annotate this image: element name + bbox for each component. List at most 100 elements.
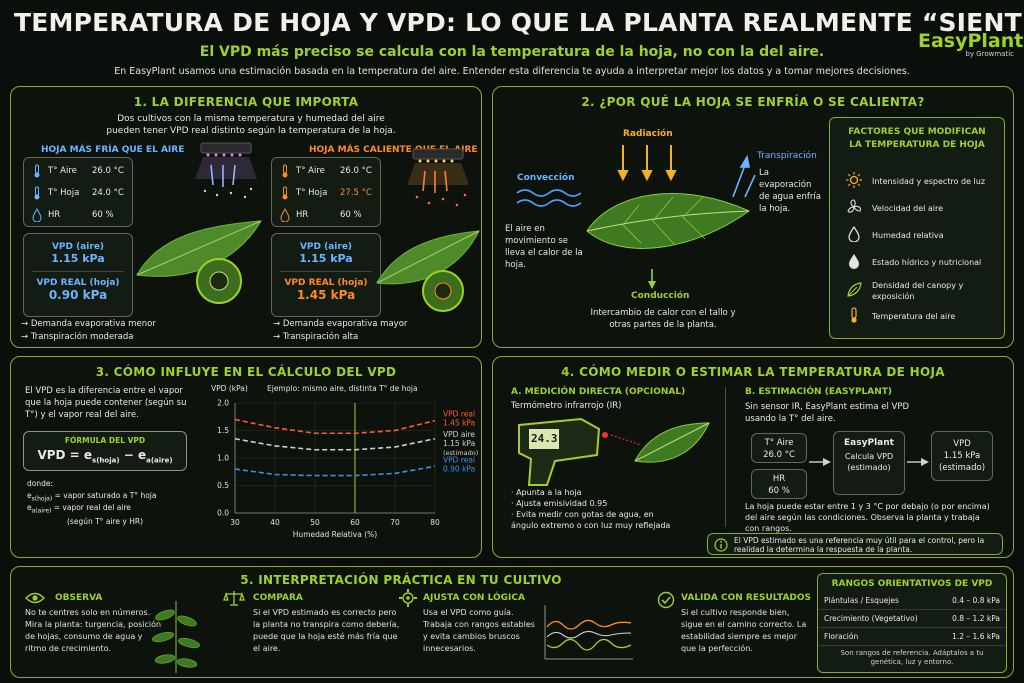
stability-sparkline-icon [544,605,633,660]
cold-tleaf-label: T° Hoja [48,188,80,198]
ir-display-brand: HOLD [531,425,546,431]
page-subtitle: El VPD más preciso se calcula con la tem… [199,44,825,60]
col-valida-title: VALIDA CON RESULTADOS [681,593,812,603]
section-3-panel: 3. CÓMO INFLUYE EN EL CÁLCULO DEL VPD El… [10,356,482,558]
hot-vpd-air-value: 1.15 kPa [299,252,353,265]
transpiracion-label: Transpiración [757,151,817,161]
range-value: 0.4 – 0.8 kPa [937,592,1006,610]
formula-donde: donde: [27,479,54,488]
method-b-note: La hoja puede estar entre 1 y 3 °C por d… [745,502,990,533]
hot-leaf-illustration [376,230,480,312]
factor-label: Temperatura del aire [872,311,956,321]
section-3-title: 3. CÓMO INFLUYE EN EL CÁLCULO DEL VPD [95,365,397,379]
page-title: TEMPERATURA DE HOJA Y VPD: LO QUE LA PLA… [14,8,1024,37]
factor-item: Temperatura del aire [846,307,1002,325]
hot-tair-label: T° Aire [296,166,325,176]
col-ajusta-title: AJUSTA CON LÓGICA [423,593,525,603]
factor-label: Densidad del canopy y exposición [872,281,964,301]
calc-title: EasyPlant [844,438,894,448]
cold-heading: HOJA MÁS FRÍA QUE EL AIRE [41,145,185,155]
section-2-title: 2. ¿POR QUÉ LA HOJA SE ENFRÍA O SE CALIE… [581,95,925,109]
chart-series-name: VPD real [443,410,475,419]
chart-ytick-label: 1.0 [217,454,229,463]
brand-logo: EasyPlant by Growmatic [918,16,1023,58]
flow-arrow-icon [809,458,831,466]
conduction-arrow-icon [648,269,656,289]
cold-tair-value: 26.0 °C [92,166,124,176]
section-4-title: 4. CÓMO MEDIR O ESTIMAR LA TEMPERATURA D… [561,365,945,379]
ir-target-leaf-illustration [611,422,710,463]
section-1-title: 1. LA DIFERENCIA QUE IMPORTA [133,95,359,109]
ir-thermometer-icon [518,417,608,486]
fan-icon [846,199,862,217]
range-stage: Floración [818,627,938,646]
chart-title: Ejemplo: mismo aire, distinta T° de hoja [267,384,418,393]
chart-xtick-label: 70 [390,518,400,527]
chart-series-note: (estimado) [443,449,478,457]
formula-def-1: es(hoja) = vapor saturado a T° hoja [27,491,157,503]
range-value: 0.8 – 1.2 kPa [937,609,1006,628]
grow-lamp-cold-icon [195,142,257,199]
leaf-temp-icon [34,186,40,200]
info-note-text: El VPD estimado es una referencia muy út… [734,536,985,554]
method-a-bullets: · Apunta a la hoja · Ajusta emisividad 0… [511,487,681,531]
ranges-row: Floración 1.2 – 1.6 kPa [818,627,1006,646]
factor-label: Humedad relativa [872,230,944,240]
input-tair-box: T° Aire 26.0 °C [751,433,807,463]
input-hr-box: HR 60 % [751,469,807,499]
cold-vpd-air-label: VPD (aire) [51,242,105,252]
factors-title: FACTORES QUE MODIFICAN LA TEMPERATURA DE… [848,127,986,150]
hot-note-2: → Transpiración alta [273,332,359,342]
col-compara-title: COMPARA [253,593,303,603]
hot-vpd-real-value: 1.45 kPa [296,288,356,302]
chart-series-line [234,465,436,477]
chart-series-name: VPD real [443,455,475,464]
chart-series-name: VPD aire [443,430,475,439]
section-4-panel: 4. CÓMO MEDIR O ESTIMAR LA TEMPERATURA D… [492,356,1014,558]
section-2-panel: 2. ¿POR QUÉ LA HOJA SE ENFRÍA O SE CALIE… [492,86,1014,348]
col-compara-text: Si el VPD estimado es correcto pero la p… [253,608,400,653]
ranges-note: Son rangos de referencia. Adáptalos a tu… [840,649,984,666]
ranges-row: Crecimiento (Vegetativo) 0.8 – 1.2 kPa [818,609,1006,628]
wind-waves-icon [516,189,582,207]
chart-xlabel: Humedad Relativa (%) [293,530,377,539]
chart-xtick-label: 60 [350,518,360,527]
conduccion-label: Conducción [631,291,690,301]
chart-series-line [234,418,436,435]
section-3-desc: El VPD es la diferencia entre el vapor q… [25,386,187,420]
col-ajusta-text: Usa el VPD como guía. Trabaja con rangos… [423,608,535,653]
method-b-title: B. ESTIMACIÓN (EASYPLANT) [745,387,893,397]
cold-tair-label: T° Aire [48,166,77,176]
thermometer-icon [846,307,862,325]
conveccion-desc: El aire en movimiento se lleva el calor … [505,224,583,270]
sun-icon [846,172,862,190]
leaf-icon [846,282,862,300]
range-value: 1.2 – 1.6 kPa [937,627,1006,646]
hot-vpd-box: VPD (aire) 1.15 kPa VPD REAL (hoja) 1.45… [271,233,381,317]
droplet-icon [846,225,862,244]
eye-icon [25,592,45,604]
logo-text: EasyPlant [918,30,1024,52]
method-a-title: A. MEDICIÓN DIRECTA (OPCIONAL) [511,387,686,397]
factor-item: Humedad relativa [846,225,1002,244]
thermometer-icon [34,164,40,178]
gear-icon [399,589,417,607]
formula: VPD = es(hoja) − ea(aire) [37,448,173,465]
factors-box: FACTORES QUE MODIFICAN LA TEMPERATURA DE… [829,117,1005,339]
cold-vpd-real-value: 0.90 kPa [48,288,108,302]
radiation-arrows-icon [617,145,677,182]
hot-vpd-real-label: VPD REAL (hoja) [284,278,368,288]
chart-ytick-label: 2.0 [217,399,229,408]
hot-note-1: → Demanda evaporativa mayor [273,319,408,329]
cold-hr-value: 60 % [92,210,114,220]
hot-hr-label: HR [296,210,309,220]
section-5-title: 5. INTERPRETACIÓN PRÁCTICA EN TU CULTIVO [240,573,562,587]
logo-sub: by Growmatic [965,50,1014,58]
cold-tleaf-value: 24.0 °C [92,188,124,198]
factor-item: Estado hídrico y nutricional [846,253,1002,271]
plant-illustration [152,601,200,673]
info-note-box: El VPD estimado es una referencia muy út… [707,533,1003,555]
range-stage: Plántulas / Esquejes [818,592,938,610]
transpiracion-desc: La evaporación de agua enfría la hoja. [759,168,821,214]
cold-vpd-air-value: 1.15 kPa [51,252,105,265]
